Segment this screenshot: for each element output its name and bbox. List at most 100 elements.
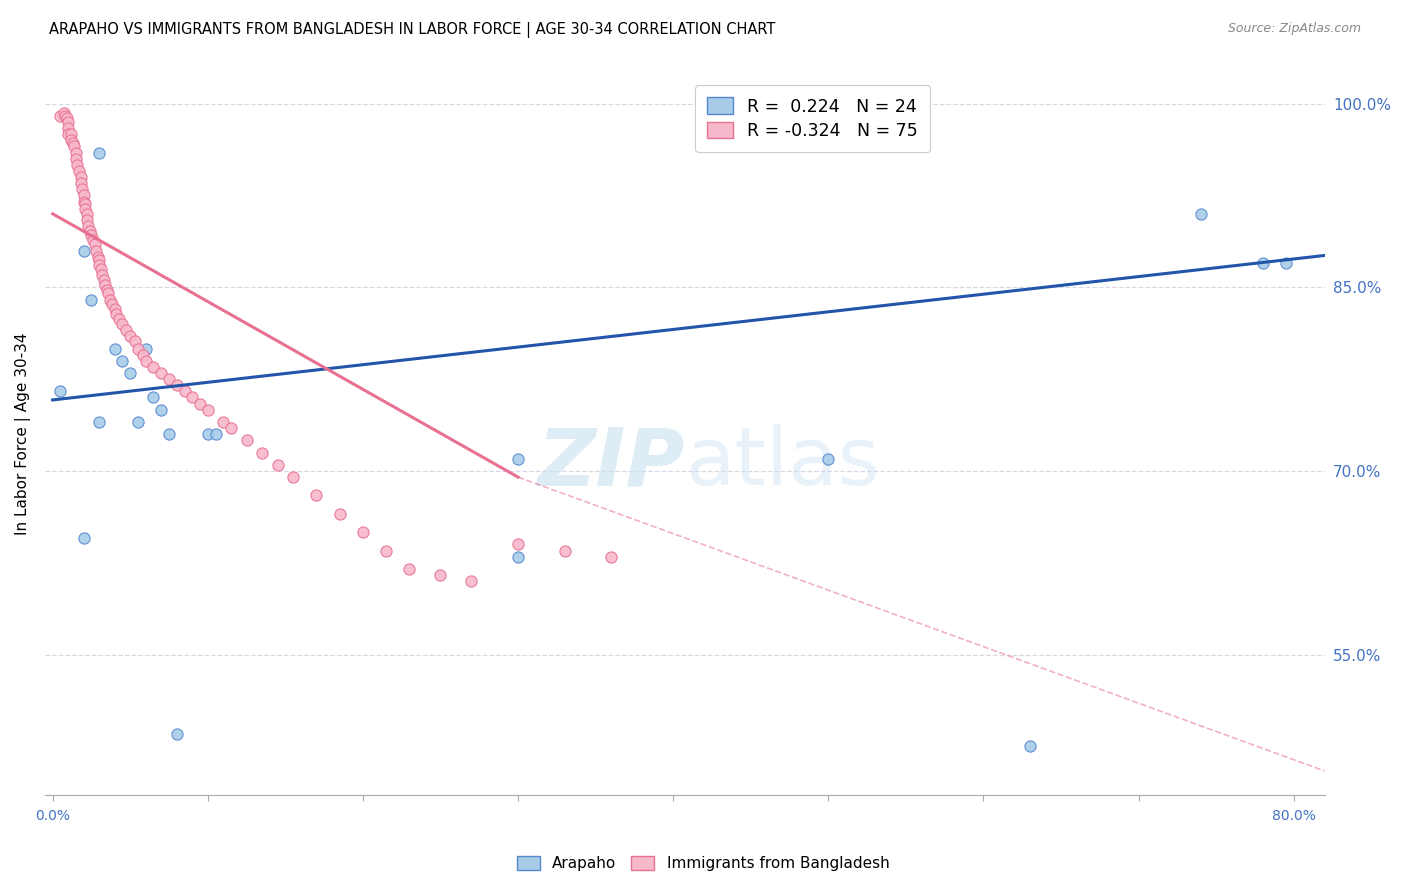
Point — [77, 219, 100, 233]
Point — [75, 197, 97, 211]
Point — [120, 329, 142, 343]
Point — [76, 207, 98, 221]
Point — [104, 302, 127, 317]
Text: atlas: atlas — [685, 424, 879, 502]
Text: ARAPAHO VS IMMIGRANTS FROM BANGLADESH IN LABOR FORCE | AGE 30-34 CORRELATION CHA: ARAPAHO VS IMMIGRANTS FROM BANGLADESH IN… — [49, 22, 776, 38]
Point — [188, 396, 211, 410]
Point — [429, 568, 451, 582]
Point — [305, 488, 328, 502]
Point — [66, 158, 89, 172]
Point — [352, 525, 374, 540]
Point — [97, 286, 120, 301]
Point — [67, 164, 90, 178]
Point — [89, 415, 111, 429]
Point — [506, 451, 529, 466]
Point — [56, 127, 79, 141]
Point — [60, 127, 83, 141]
Point — [89, 258, 111, 272]
Point — [114, 323, 136, 337]
Y-axis label: In Labor Force | Age 30-34: In Labor Force | Age 30-34 — [15, 333, 31, 535]
Point — [104, 342, 127, 356]
Point — [600, 549, 623, 564]
Point — [96, 283, 118, 297]
Point — [49, 109, 72, 123]
Point — [1275, 256, 1298, 270]
Point — [506, 537, 529, 551]
Point — [75, 202, 97, 216]
Point — [105, 307, 128, 321]
Point — [212, 415, 235, 429]
Point — [329, 507, 352, 521]
Point — [127, 415, 149, 429]
Point — [80, 293, 103, 307]
Point — [52, 106, 75, 120]
Point — [94, 277, 117, 292]
Point — [142, 359, 165, 374]
Point — [157, 372, 180, 386]
Point — [56, 115, 79, 129]
Point — [1251, 256, 1274, 270]
Point — [197, 427, 219, 442]
Point — [157, 427, 180, 442]
Text: 80.0%: 80.0% — [1271, 809, 1316, 823]
Legend: R =  0.224   N = 24, R = -0.324   N = 75: R = 0.224 N = 24, R = -0.324 N = 75 — [695, 86, 931, 153]
Point — [131, 348, 153, 362]
Point — [166, 378, 188, 392]
Point — [111, 353, 134, 368]
Point — [86, 250, 108, 264]
Point — [69, 170, 91, 185]
Point — [120, 366, 142, 380]
Point — [62, 136, 84, 150]
Point — [53, 109, 76, 123]
Point — [111, 317, 134, 331]
Point — [82, 233, 104, 247]
Point — [69, 176, 91, 190]
Point — [135, 353, 157, 368]
Point — [73, 244, 96, 258]
Point — [1189, 207, 1212, 221]
Point — [91, 268, 114, 282]
Point — [84, 244, 107, 258]
Point — [73, 194, 96, 209]
Point — [150, 366, 173, 380]
Point — [60, 133, 83, 147]
Point — [181, 391, 204, 405]
Point — [197, 402, 219, 417]
Point — [65, 152, 87, 166]
Legend: Arapaho, Immigrants from Bangladesh: Arapaho, Immigrants from Bangladesh — [510, 849, 896, 877]
Point — [73, 531, 96, 545]
Text: 0.0%: 0.0% — [35, 809, 70, 823]
Point — [124, 334, 146, 348]
Point — [235, 434, 257, 448]
Text: ZIP: ZIP — [537, 424, 685, 502]
Point — [80, 227, 103, 242]
Point — [79, 224, 101, 238]
Point — [460, 574, 482, 589]
Point — [70, 182, 93, 196]
Point — [506, 549, 529, 564]
Point — [219, 421, 242, 435]
Point — [142, 391, 165, 405]
Point — [83, 237, 105, 252]
Point — [135, 342, 157, 356]
Point — [1019, 739, 1042, 754]
Point — [266, 458, 288, 472]
Point — [55, 112, 77, 126]
Point — [90, 261, 112, 276]
Point — [89, 253, 111, 268]
Point — [204, 427, 226, 442]
Point — [73, 188, 96, 202]
Point — [76, 213, 98, 227]
Text: Source: ZipAtlas.com: Source: ZipAtlas.com — [1227, 22, 1361, 36]
Point — [173, 384, 195, 399]
Point — [250, 445, 273, 459]
Point — [817, 451, 839, 466]
Point — [127, 342, 149, 356]
Point — [63, 139, 86, 153]
Point — [100, 297, 122, 311]
Point — [56, 121, 79, 136]
Point — [108, 312, 131, 326]
Point — [49, 384, 72, 399]
Point — [375, 543, 398, 558]
Point — [554, 543, 576, 558]
